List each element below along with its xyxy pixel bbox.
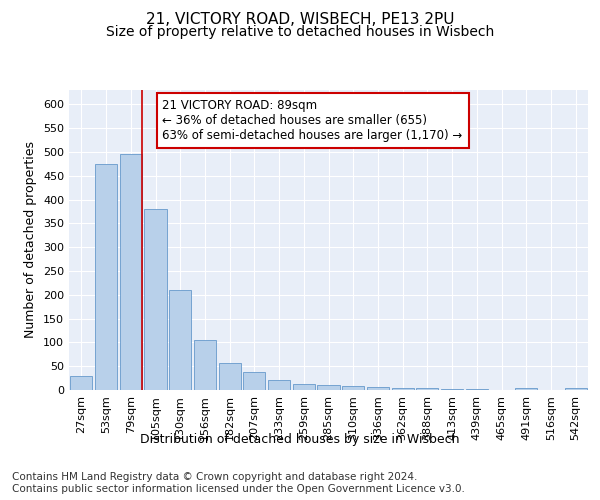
Text: 21, VICTORY ROAD, WISBECH, PE13 2PU: 21, VICTORY ROAD, WISBECH, PE13 2PU: [146, 12, 454, 28]
Y-axis label: Number of detached properties: Number of detached properties: [25, 142, 37, 338]
Bar: [145, 209, 167, 390]
Bar: [70, 376, 92, 390]
Bar: [565, 388, 587, 390]
Text: Distribution of detached houses by size in Wisbech: Distribution of detached houses by size …: [140, 432, 460, 446]
Bar: [441, 388, 463, 390]
Text: 21 VICTORY ROAD: 89sqm
← 36% of detached houses are smaller (655)
63% of semi-de: 21 VICTORY ROAD: 89sqm ← 36% of detached…: [163, 99, 463, 142]
Bar: [416, 388, 439, 390]
Bar: [515, 388, 538, 390]
Bar: [317, 385, 340, 390]
Text: Size of property relative to detached houses in Wisbech: Size of property relative to detached ho…: [106, 25, 494, 39]
Bar: [342, 386, 364, 390]
Bar: [169, 290, 191, 390]
Bar: [95, 164, 117, 390]
Bar: [392, 388, 414, 390]
Bar: [293, 384, 315, 390]
Bar: [466, 389, 488, 390]
Bar: [194, 340, 216, 390]
Bar: [119, 154, 142, 390]
Bar: [243, 372, 265, 390]
Text: Contains HM Land Registry data © Crown copyright and database right 2024.
Contai: Contains HM Land Registry data © Crown c…: [12, 472, 465, 494]
Bar: [367, 387, 389, 390]
Bar: [218, 363, 241, 390]
Bar: [268, 380, 290, 390]
